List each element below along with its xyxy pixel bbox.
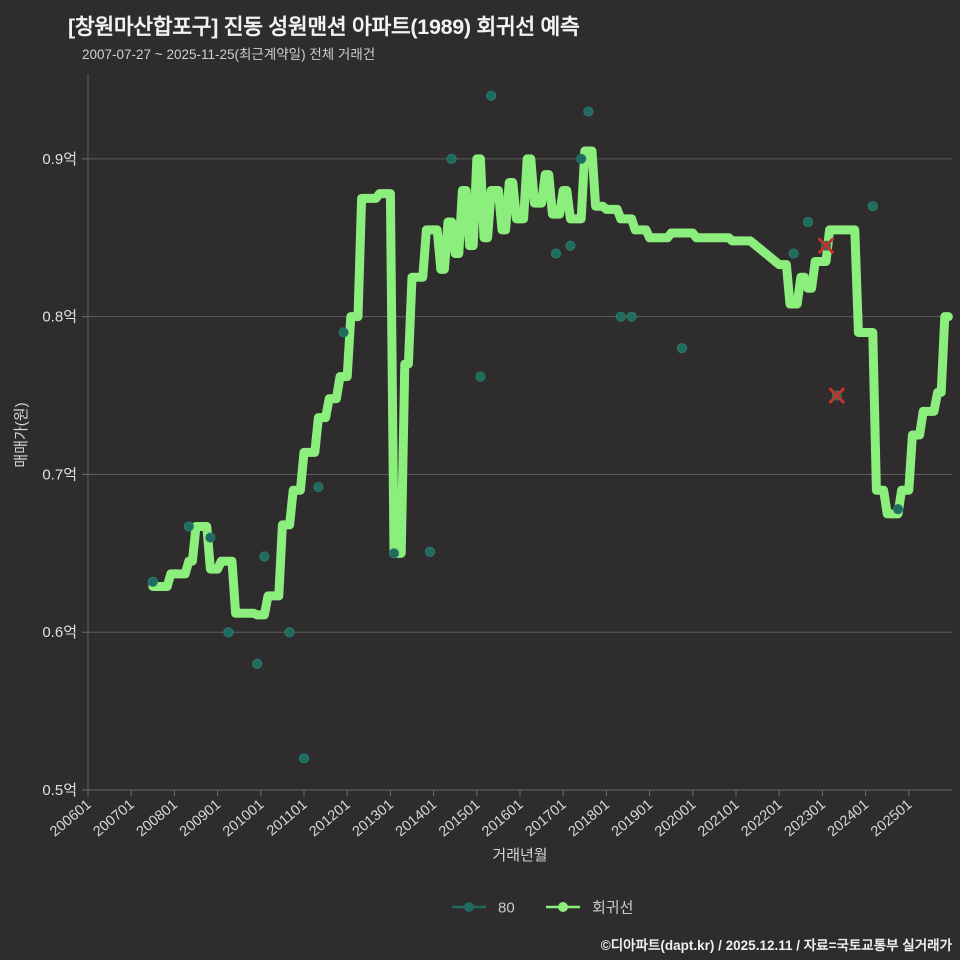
footer-credit: ©디아파트(dapt.kr) / 2025.12.11 / 자료=국토교통부 실… — [600, 938, 952, 953]
legend-label: 80 — [498, 900, 515, 917]
scatter-point — [475, 371, 486, 382]
scatter-point — [802, 216, 814, 228]
y-tick-label: 0.8억 — [42, 309, 77, 326]
scatter-point — [298, 753, 310, 764]
x-tick-label: 201601 — [479, 797, 526, 840]
legend-marker-dot — [558, 902, 568, 912]
x-tick-label: 201401 — [393, 797, 440, 840]
legend-label: 회귀선 — [592, 900, 633, 917]
scatter-point — [626, 311, 637, 322]
scatter-point — [259, 551, 270, 562]
scatter-point — [892, 504, 904, 515]
x-tick-label: 201501 — [436, 797, 483, 840]
regression-line — [148, 146, 953, 620]
y-tick-label: 0.7억 — [42, 466, 77, 483]
x-tick-label: 201901 — [609, 797, 656, 840]
scatter-point — [583, 106, 594, 117]
y-axis-title: 매매가(원) — [13, 402, 30, 467]
scatter-point — [576, 153, 587, 164]
y-tick-label: 0.5억 — [42, 782, 77, 799]
scatter-point — [147, 576, 158, 587]
scatter-point — [867, 201, 878, 212]
x-tick-label: 202201 — [738, 797, 785, 840]
scatter-series — [147, 90, 904, 764]
x-tick-label: 201301 — [350, 797, 397, 840]
x-axis-ticks: 2006012007012008012009012010012011012012… — [47, 790, 915, 840]
x-tick-label: 202501 — [868, 797, 915, 840]
scatter-point — [615, 311, 626, 322]
y-tick-label: 0.6억 — [42, 624, 77, 641]
scatter-point — [388, 548, 400, 559]
legend-marker-dot — [464, 902, 474, 912]
scatter-point — [252, 658, 263, 669]
scatter-point — [183, 521, 194, 532]
axis-titles: 거래년월 매매가(원) — [13, 402, 548, 864]
scatter-point — [313, 481, 324, 493]
scatter-point — [486, 90, 497, 101]
x-tick-label: 201201 — [306, 797, 353, 840]
scatter-point — [565, 240, 576, 251]
x-tick-label: 202101 — [695, 797, 742, 840]
x-tick-label: 201001 — [220, 797, 267, 840]
page-title: [창원마산합포구] 진동 성원맨션 아파트(1989) 회귀선 예측 — [68, 15, 580, 39]
chart-legend: 80 회귀선 — [452, 900, 633, 917]
x-tick-label: 200901 — [177, 797, 224, 840]
scatter-point — [338, 327, 349, 338]
scatter-point — [205, 532, 216, 543]
x-tick-label: 200601 — [47, 797, 94, 840]
scatter-point — [550, 248, 562, 259]
scatter-point — [788, 248, 799, 259]
chart-subtitle: 2007-07-27 ~ 2025-11-25(최근계약일) 전체 거래건 — [82, 47, 376, 62]
regression-line-series — [148, 146, 953, 620]
scatter-point — [223, 627, 234, 638]
y-axis-ticks: 0.9억 0.8억 0.7억 0.6억 0.5억 — [42, 151, 77, 799]
x-tick-label: 200701 — [90, 797, 137, 840]
x-tick-label: 202401 — [825, 797, 872, 840]
x-axis-title: 거래년월 — [492, 847, 547, 864]
x-tick-label: 200801 — [134, 797, 181, 840]
y-tick-label: 0.9억 — [42, 151, 77, 168]
x-tick-label: 201801 — [566, 797, 613, 840]
outlier-x-icon — [828, 387, 845, 404]
scatter-point — [446, 153, 457, 164]
x-tick-label: 202301 — [782, 797, 829, 840]
x-tick-label: 201701 — [522, 797, 569, 840]
scatter-point — [676, 343, 688, 354]
x-tick-label: 202001 — [652, 797, 699, 840]
outlier-x-icon — [818, 237, 834, 254]
outlier-markers — [818, 237, 845, 404]
scatter-point — [284, 627, 295, 638]
scatter-point — [424, 546, 436, 557]
x-tick-label: 201101 — [264, 797, 311, 840]
